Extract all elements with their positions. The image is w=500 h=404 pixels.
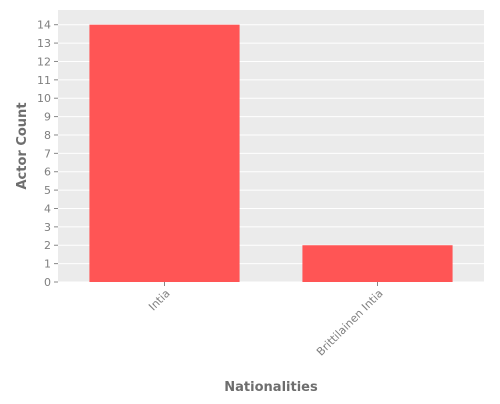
x-tick-label-1: Brittilainen Intia: [314, 287, 386, 359]
y-tick-label-13: 13: [37, 37, 51, 50]
y-tick-label-1: 1: [44, 258, 51, 271]
x-tick-label-0: Intia: [146, 287, 172, 313]
y-tick-label-8: 8: [44, 129, 51, 142]
y-axis-label: Actor Count: [15, 102, 30, 189]
y-tick-label-0: 0: [44, 276, 51, 289]
y-tick-label-5: 5: [44, 184, 51, 197]
bar-1: [302, 245, 453, 282]
y-tick-label-3: 3: [44, 221, 51, 234]
bar-0: [89, 24, 240, 283]
y-tick-label-10: 10: [37, 92, 51, 105]
y-tick-label-7: 7: [44, 147, 51, 160]
x-axis-label: Nationalities: [224, 380, 318, 395]
y-tick-label-11: 11: [37, 74, 51, 87]
bars: [89, 24, 453, 283]
y-tick-label-12: 12: [37, 55, 51, 68]
y-tick-label-4: 4: [44, 202, 51, 215]
x-axis: Intia Brittilainen Intia: [146, 282, 386, 359]
y-tick-label-6: 6: [44, 166, 51, 179]
y-tick-label-14: 14: [37, 19, 51, 32]
y-tick-label-9: 9: [44, 111, 51, 124]
y-tick-label-2: 2: [44, 239, 51, 252]
